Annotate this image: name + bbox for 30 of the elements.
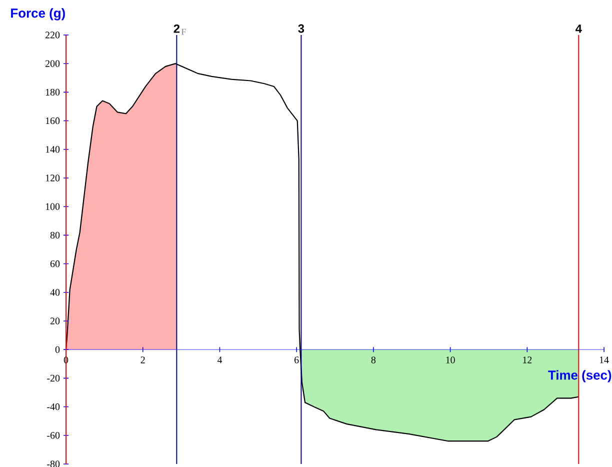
y-axis-title: Force (g) bbox=[11, 8, 65, 20]
x-tick-label: 6 bbox=[294, 356, 299, 364]
y-tick-label: 200 bbox=[45, 60, 60, 67]
y-tick-label: -40 bbox=[47, 403, 60, 410]
x-tick-label: 4 bbox=[217, 356, 222, 364]
y-tick-label: -80 bbox=[47, 460, 60, 467]
x-tick-label: 10 bbox=[446, 356, 455, 364]
y-tick-label: 40 bbox=[50, 289, 60, 296]
y-tick-label: 120 bbox=[46, 174, 60, 182]
y-tick-label: -60 bbox=[47, 432, 60, 439]
y-tick-label: 80 bbox=[50, 232, 60, 239]
y-tick-label: 60 bbox=[50, 260, 60, 268]
x-axis-title: Time (sec) bbox=[548, 370, 612, 382]
y-tick-label: 0 bbox=[55, 346, 60, 353]
y-tick-label: 180 bbox=[46, 88, 60, 96]
line-series bbox=[65, 63, 580, 442]
x-tick-label: 2 bbox=[140, 356, 145, 364]
x-tick-label: 14 bbox=[600, 356, 609, 364]
text: F bbox=[181, 28, 186, 35]
y-tick-label: 220 bbox=[45, 32, 60, 38]
annotation: 3 bbox=[298, 24, 304, 33]
annotation: 4 bbox=[576, 24, 582, 33]
x-tick-label: 12 bbox=[523, 356, 532, 364]
annotation: 2 bbox=[174, 24, 180, 33]
x-tick-label: 8 bbox=[371, 356, 376, 364]
y-tick-label: 140 bbox=[46, 146, 60, 153]
y-tick-label: 20 bbox=[50, 318, 60, 324]
y-tick-label: 160 bbox=[46, 117, 60, 124]
y-tick-label: -20 bbox=[47, 374, 60, 382]
y-tick-label: 100 bbox=[46, 203, 60, 210]
